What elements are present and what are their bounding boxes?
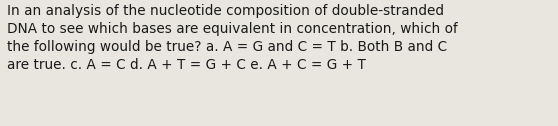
Text: In an analysis of the nucleotide composition of double-stranded
DNA to see which: In an analysis of the nucleotide composi… — [7, 4, 458, 72]
